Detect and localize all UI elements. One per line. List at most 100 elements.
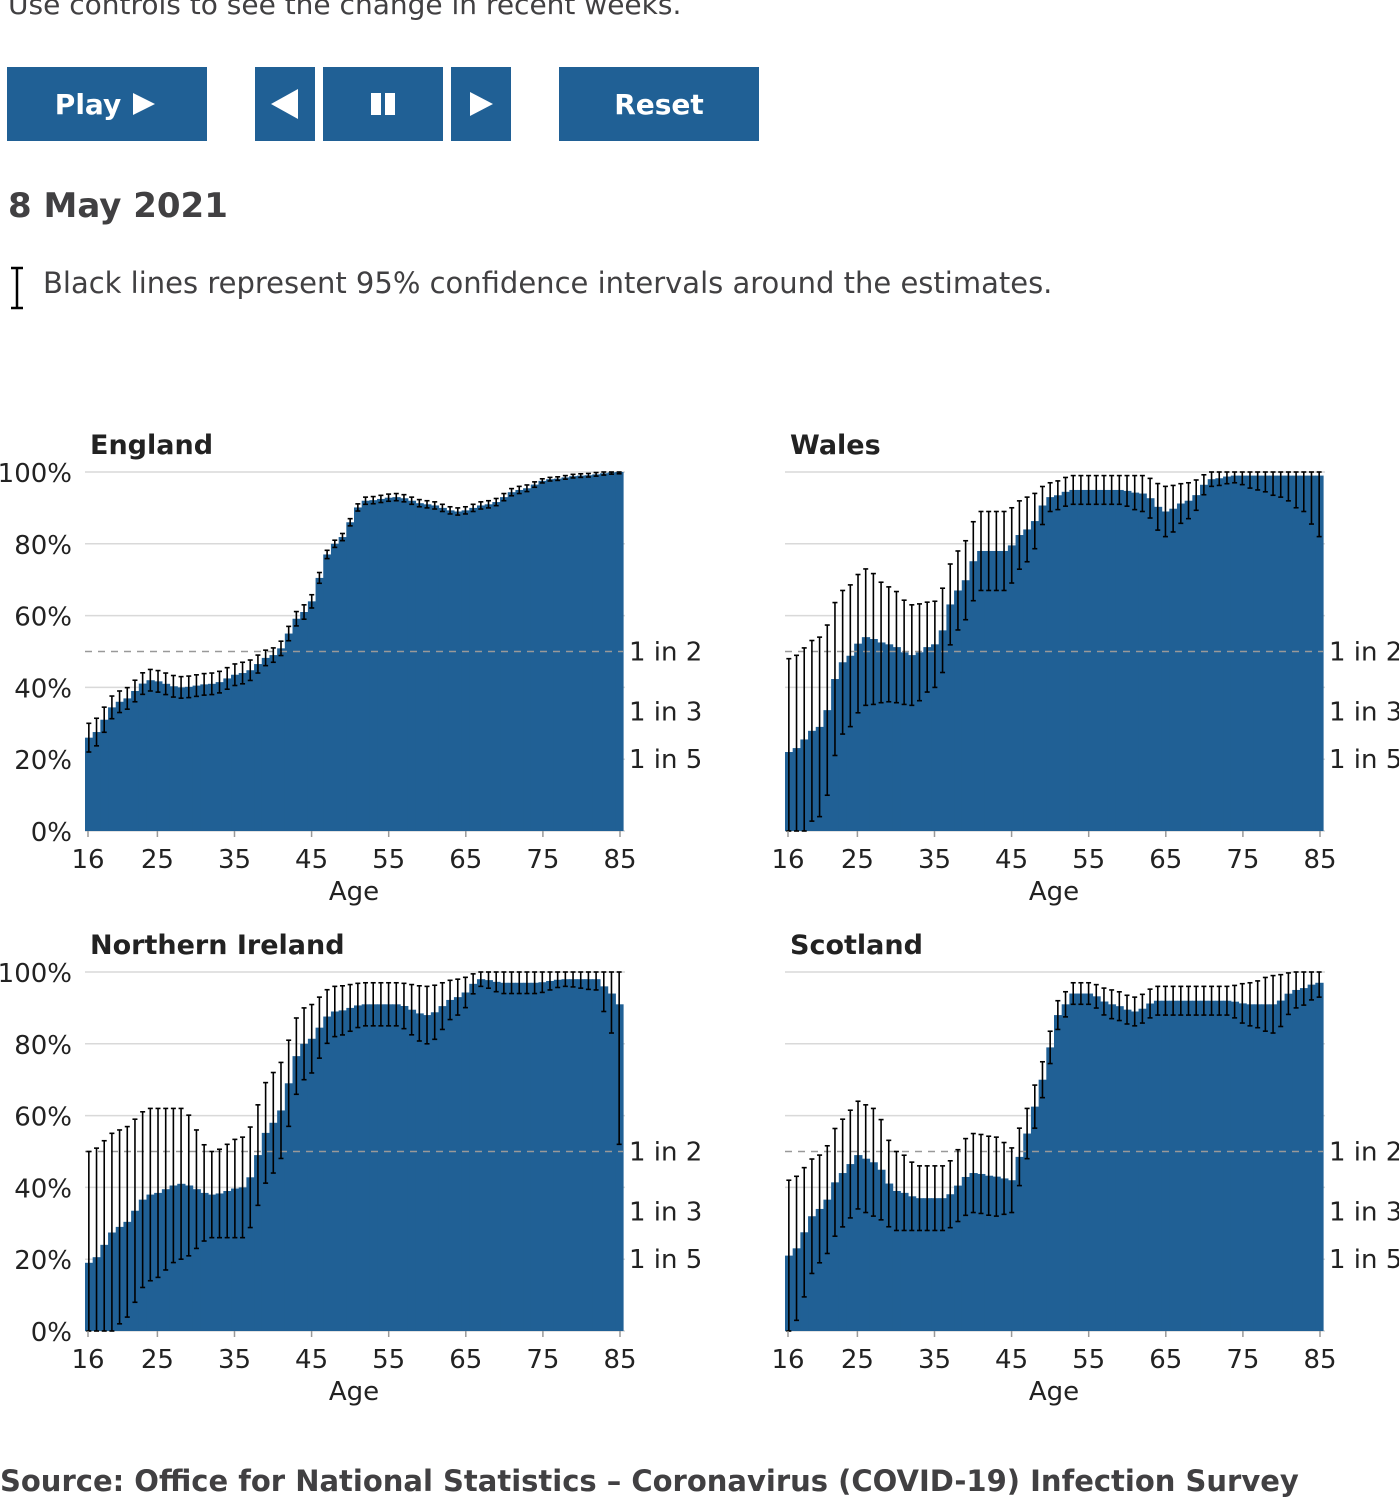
bar bbox=[307, 1038, 317, 1331]
x-tick-label: 65 bbox=[449, 845, 482, 875]
error-bar bbox=[794, 1175, 800, 1322]
bar bbox=[177, 1183, 186, 1331]
bar bbox=[177, 687, 186, 831]
bar bbox=[1130, 1011, 1140, 1331]
error-bar bbox=[393, 492, 399, 502]
x-tick-label: 16 bbox=[71, 845, 104, 875]
bar bbox=[861, 637, 871, 831]
bar bbox=[1015, 1156, 1024, 1331]
error-bar bbox=[585, 472, 591, 478]
error-bar bbox=[378, 494, 384, 504]
error-bar bbox=[493, 971, 499, 993]
bar bbox=[108, 707, 117, 831]
error-bar bbox=[955, 1148, 961, 1223]
y-tick-label: 60% bbox=[14, 1103, 72, 1133]
error-bar bbox=[424, 499, 430, 509]
bar bbox=[438, 507, 447, 831]
error-bar bbox=[539, 477, 545, 484]
error-bar bbox=[832, 1127, 838, 1237]
error-bar bbox=[1047, 1030, 1053, 1065]
error-bar bbox=[109, 695, 115, 720]
reset-button[interactable]: Reset bbox=[559, 67, 759, 141]
bar bbox=[1146, 1003, 1155, 1331]
bar bbox=[785, 1255, 794, 1331]
error-bar bbox=[501, 971, 507, 995]
error-bar bbox=[401, 493, 407, 503]
bar bbox=[423, 504, 432, 831]
chart-panel: Northern Ireland 0% 20% 40% 60% 80% 100% 1 in 2… bbox=[0, 930, 702, 1407]
error-bar bbox=[286, 1039, 292, 1128]
bar bbox=[846, 1164, 855, 1331]
bar bbox=[338, 537, 347, 831]
bar bbox=[599, 986, 609, 1331]
bar bbox=[569, 979, 578, 1331]
step-forward-icon bbox=[470, 92, 493, 116]
pause-button[interactable] bbox=[323, 67, 443, 141]
bar bbox=[892, 1190, 901, 1331]
reference-label: 1 in 3 bbox=[1329, 697, 1399, 727]
panel-title: England bbox=[90, 430, 213, 461]
bar bbox=[446, 510, 455, 831]
error-bar bbox=[409, 496, 415, 506]
bar bbox=[1130, 492, 1140, 831]
error-bar bbox=[209, 1150, 215, 1239]
bar bbox=[484, 504, 493, 831]
error-bar bbox=[924, 601, 930, 693]
y-tick-label: 100% bbox=[0, 959, 72, 989]
error-bar bbox=[355, 503, 361, 512]
reference-label: 1 in 5 bbox=[1329, 745, 1399, 775]
bar bbox=[1007, 545, 1017, 831]
error-bar bbox=[893, 590, 899, 704]
error-bar bbox=[386, 493, 392, 503]
error-bar bbox=[1308, 971, 1314, 1001]
bar bbox=[384, 497, 394, 831]
error-bar bbox=[993, 1136, 999, 1217]
error-bar bbox=[409, 983, 415, 1036]
error-bar bbox=[1301, 971, 1307, 1006]
step-back-button[interactable] bbox=[255, 67, 315, 141]
bar bbox=[1092, 996, 1101, 1331]
bar bbox=[838, 1173, 848, 1331]
reference-label: 1 in 2 bbox=[1329, 1138, 1399, 1168]
error-bar bbox=[193, 674, 199, 698]
bar bbox=[154, 1192, 163, 1331]
error-bar bbox=[424, 985, 430, 1045]
bar bbox=[584, 475, 593, 831]
bar bbox=[576, 475, 586, 831]
play-button[interactable]: Play bbox=[7, 67, 207, 141]
error-bar bbox=[509, 487, 515, 497]
bar bbox=[992, 550, 1001, 831]
bar bbox=[407, 500, 417, 831]
bar bbox=[461, 992, 470, 1331]
error-bar bbox=[947, 563, 953, 646]
error-bar bbox=[1247, 471, 1253, 489]
error-bar bbox=[1239, 471, 1245, 486]
bar bbox=[615, 1004, 624, 1331]
bar bbox=[553, 478, 563, 831]
error-bar bbox=[1101, 987, 1107, 1016]
bar bbox=[161, 683, 171, 831]
bar bbox=[1246, 475, 1255, 831]
bar bbox=[146, 680, 155, 831]
error-bar bbox=[1262, 976, 1268, 1032]
bar bbox=[377, 498, 386, 831]
bar bbox=[1030, 521, 1040, 831]
error-bar bbox=[1024, 1107, 1030, 1160]
bar bbox=[1123, 490, 1132, 831]
bar bbox=[961, 580, 971, 831]
x-tick-label: 85 bbox=[1303, 1345, 1336, 1375]
error-bar bbox=[455, 507, 461, 516]
bar bbox=[599, 473, 609, 831]
bar bbox=[1200, 484, 1209, 831]
error-bar bbox=[539, 971, 545, 994]
bar bbox=[354, 1005, 363, 1331]
bar bbox=[238, 673, 247, 831]
bar bbox=[207, 683, 217, 831]
bar bbox=[961, 1176, 971, 1331]
step-forward-button[interactable] bbox=[451, 67, 511, 141]
bar bbox=[1123, 1009, 1132, 1331]
bar bbox=[223, 678, 232, 831]
bar bbox=[108, 1232, 117, 1331]
bar bbox=[231, 1188, 240, 1331]
error-bar-icon bbox=[11, 266, 23, 310]
